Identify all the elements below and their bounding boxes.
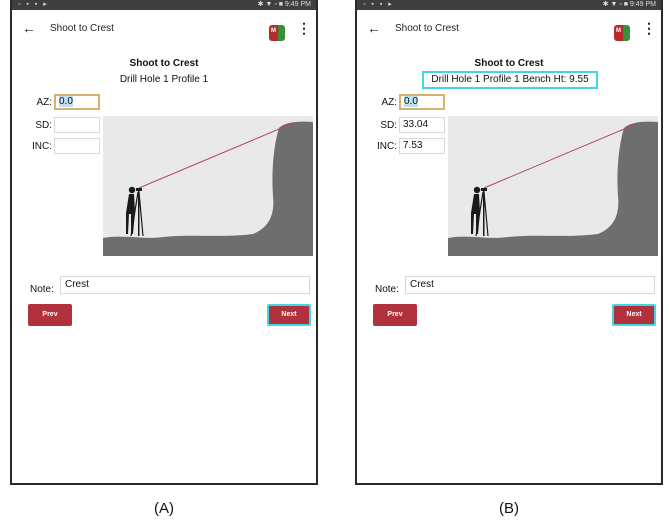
next-button[interactable]: Next	[267, 304, 311, 326]
status-clock: ✱ ▼ ▫ ■ 9:49 PM	[257, 1, 311, 8]
note-label: Note:	[375, 284, 399, 295]
az-label: AZ:	[36, 97, 52, 108]
next-button[interactable]: Next	[612, 304, 656, 326]
app-bar: ← Shoot to Crest M ⋮	[357, 10, 661, 48]
app-bar-title: Shoot to Crest	[50, 23, 114, 34]
sd-input[interactable]	[54, 117, 100, 133]
kebab-menu-icon[interactable]: ⋮	[297, 20, 311, 36]
app-logo-text: M	[616, 28, 621, 34]
hole-profile-info: Drill Hole 1 Profile 1	[119, 74, 209, 85]
app-bar-title: Shoot to Crest	[395, 23, 459, 34]
page-title: Shoot to Crest	[474, 58, 544, 69]
az-label: AZ:	[381, 97, 397, 108]
shot-illustration	[448, 116, 658, 256]
az-value: 0.0	[404, 96, 418, 107]
az-value: 0.0	[59, 96, 73, 107]
surveyor-figure	[126, 186, 144, 237]
app-logo-icon: M	[614, 25, 630, 41]
prev-button[interactable]: Prev	[373, 304, 417, 326]
arrow-left-icon[interactable]: ←	[22, 20, 36, 36]
caption-a: (A)	[154, 500, 174, 517]
terrain-shape	[103, 121, 313, 256]
phone-screen-a: ▫ ▪ ▪ ▸ ✱ ▼ ▫ ■ 9:49 PM ← Shoot to Crest…	[10, 0, 318, 485]
status-notification-icons: ▫ ▪ ▪ ▸	[363, 1, 394, 8]
sd-label: SD:	[35, 120, 52, 131]
inc-label: INC:	[32, 141, 52, 152]
surveyor-figure	[471, 186, 489, 237]
caption-b: (B)	[499, 500, 519, 517]
hole-profile-info: Drill Hole 1 Profile 1 Bench Ht: 9.55	[422, 71, 598, 89]
laser-line	[483, 123, 637, 189]
app-logo-icon: M	[269, 25, 285, 41]
arrow-left-icon[interactable]: ←	[367, 20, 381, 36]
sd-label: SD:	[380, 120, 397, 131]
sd-input[interactable]: 33.04	[399, 117, 445, 133]
prev-button[interactable]: Prev	[28, 304, 72, 326]
status-bar: ▫ ▪ ▪ ▸ ✱ ▼ ▫ ■ 9:49 PM	[12, 0, 316, 10]
terrain-shape	[448, 121, 658, 256]
inc-label: INC:	[377, 141, 397, 152]
page-title: Shoot to Crest	[129, 58, 199, 69]
note-input[interactable]: Crest	[405, 276, 655, 294]
az-input[interactable]: 0.0	[399, 94, 445, 110]
kebab-menu-icon[interactable]: ⋮	[642, 20, 656, 36]
inc-input[interactable]: 7.53	[399, 138, 445, 154]
laser-line	[138, 123, 292, 189]
az-input[interactable]: 0.0	[54, 94, 100, 110]
app-logo-text: M	[271, 28, 276, 34]
status-bar: ▫ ▪ ▪ ▸ ✱ ▼ ▫ ■ 9:49 PM	[357, 0, 661, 10]
inc-input[interactable]	[54, 138, 100, 154]
note-input[interactable]: Crest	[60, 276, 310, 294]
note-label: Note:	[30, 284, 54, 295]
shot-illustration	[103, 116, 313, 256]
status-notification-icons: ▫ ▪ ▪ ▸	[18, 1, 49, 8]
app-bar: ← Shoot to Crest M ⋮	[12, 10, 316, 48]
phone-screen-b: ▫ ▪ ▪ ▸ ✱ ▼ ▫ ■ 9:49 PM ← Shoot to Crest…	[355, 0, 663, 485]
status-clock: ✱ ▼ ▫ ■ 9:49 PM	[602, 1, 656, 8]
